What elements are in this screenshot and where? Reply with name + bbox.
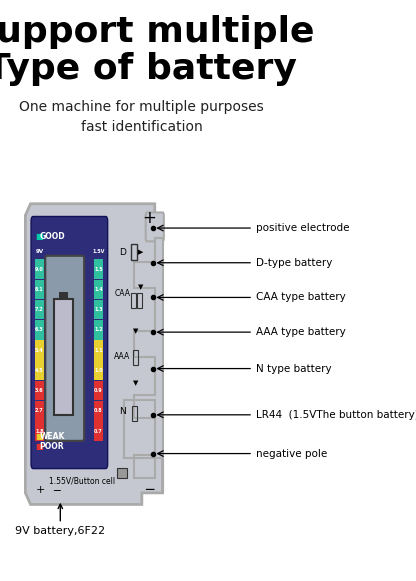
Text: D-type battery: D-type battery: [256, 258, 332, 268]
Bar: [35, 340, 44, 360]
Bar: [133, 350, 138, 364]
Text: 0.7: 0.7: [94, 429, 103, 433]
Text: AAA: AAA: [114, 353, 131, 361]
Bar: [59, 292, 68, 299]
Bar: [137, 293, 142, 308]
Bar: [35, 421, 44, 441]
Bar: [94, 279, 103, 299]
Bar: [94, 381, 103, 400]
Text: 1.8: 1.8: [35, 429, 44, 433]
Text: 0.8: 0.8: [94, 408, 103, 413]
Text: ▶: ▶: [139, 249, 144, 254]
Text: 1.4: 1.4: [94, 287, 103, 292]
Bar: [35, 279, 44, 299]
Text: 1.3: 1.3: [94, 307, 103, 312]
Text: 9.0: 9.0: [35, 267, 44, 271]
Text: 1.2: 1.2: [94, 327, 103, 332]
Text: ■: ■: [36, 432, 44, 442]
Text: ■: ■: [36, 231, 44, 241]
Bar: [132, 406, 137, 421]
Bar: [35, 300, 44, 320]
Text: ─: ─: [53, 485, 60, 495]
Bar: [35, 320, 44, 340]
Text: WEAK: WEAK: [40, 432, 65, 442]
Bar: [35, 381, 44, 400]
Bar: [94, 320, 103, 340]
Text: ─: ─: [146, 483, 154, 497]
Text: 9V: 9V: [35, 249, 43, 254]
Text: 1.5: 1.5: [94, 267, 103, 271]
Bar: [94, 360, 103, 380]
Text: CAA: CAA: [114, 289, 130, 298]
Bar: [35, 401, 44, 421]
Text: 9V battery,6F22: 9V battery,6F22: [15, 504, 105, 536]
Bar: [94, 259, 103, 279]
Text: AAA type battery: AAA type battery: [256, 327, 345, 337]
Bar: [131, 293, 136, 308]
Bar: [94, 340, 103, 360]
Text: positive electrode: positive electrode: [256, 223, 349, 233]
Text: N type battery: N type battery: [256, 364, 331, 374]
Text: +: +: [36, 485, 46, 495]
Bar: [94, 421, 103, 441]
Text: 7.2: 7.2: [35, 307, 44, 312]
Text: ■: ■: [36, 442, 44, 451]
Text: ▼: ▼: [138, 285, 143, 290]
Text: D: D: [119, 249, 126, 257]
Text: 1.55V/Button cell: 1.55V/Button cell: [49, 477, 115, 486]
Text: 1.5V: 1.5V: [92, 249, 104, 254]
Text: 6.3: 6.3: [35, 327, 44, 332]
Bar: [94, 300, 103, 320]
Bar: [117, 468, 127, 478]
FancyBboxPatch shape: [45, 256, 84, 441]
Text: 3.6: 3.6: [35, 388, 44, 393]
Text: negative pole: negative pole: [256, 449, 327, 458]
FancyBboxPatch shape: [31, 217, 108, 469]
Text: ▼: ▼: [133, 380, 138, 386]
Text: ▼: ▼: [133, 328, 138, 334]
Text: 1.0: 1.0: [94, 368, 103, 373]
Bar: [35, 360, 44, 380]
Text: 1.1: 1.1: [94, 347, 103, 353]
Text: 8.1: 8.1: [35, 287, 44, 292]
Bar: [35, 259, 44, 279]
Text: LR44  (1.5VThe button battery): LR44 (1.5VThe button battery): [256, 410, 416, 420]
Polygon shape: [124, 238, 163, 493]
Bar: [94, 401, 103, 421]
Text: CAA type battery: CAA type battery: [256, 292, 345, 303]
Text: 4.5: 4.5: [35, 368, 44, 373]
Text: One machine for multiple purposes
fast identification: One machine for multiple purposes fast i…: [20, 101, 264, 134]
Text: 2.7: 2.7: [35, 408, 44, 413]
Text: 0.9: 0.9: [94, 388, 103, 393]
Polygon shape: [25, 204, 163, 504]
Text: Support multiple
Type of battery: Support multiple Type of battery: [0, 15, 314, 86]
FancyBboxPatch shape: [146, 213, 164, 241]
Bar: [131, 244, 137, 260]
Bar: [54, 299, 73, 415]
Text: N: N: [119, 407, 126, 417]
Text: GOOD: GOOD: [40, 231, 65, 241]
Text: 5.4: 5.4: [35, 347, 44, 353]
Text: POOR: POOR: [40, 442, 64, 451]
Text: +: +: [143, 209, 156, 227]
